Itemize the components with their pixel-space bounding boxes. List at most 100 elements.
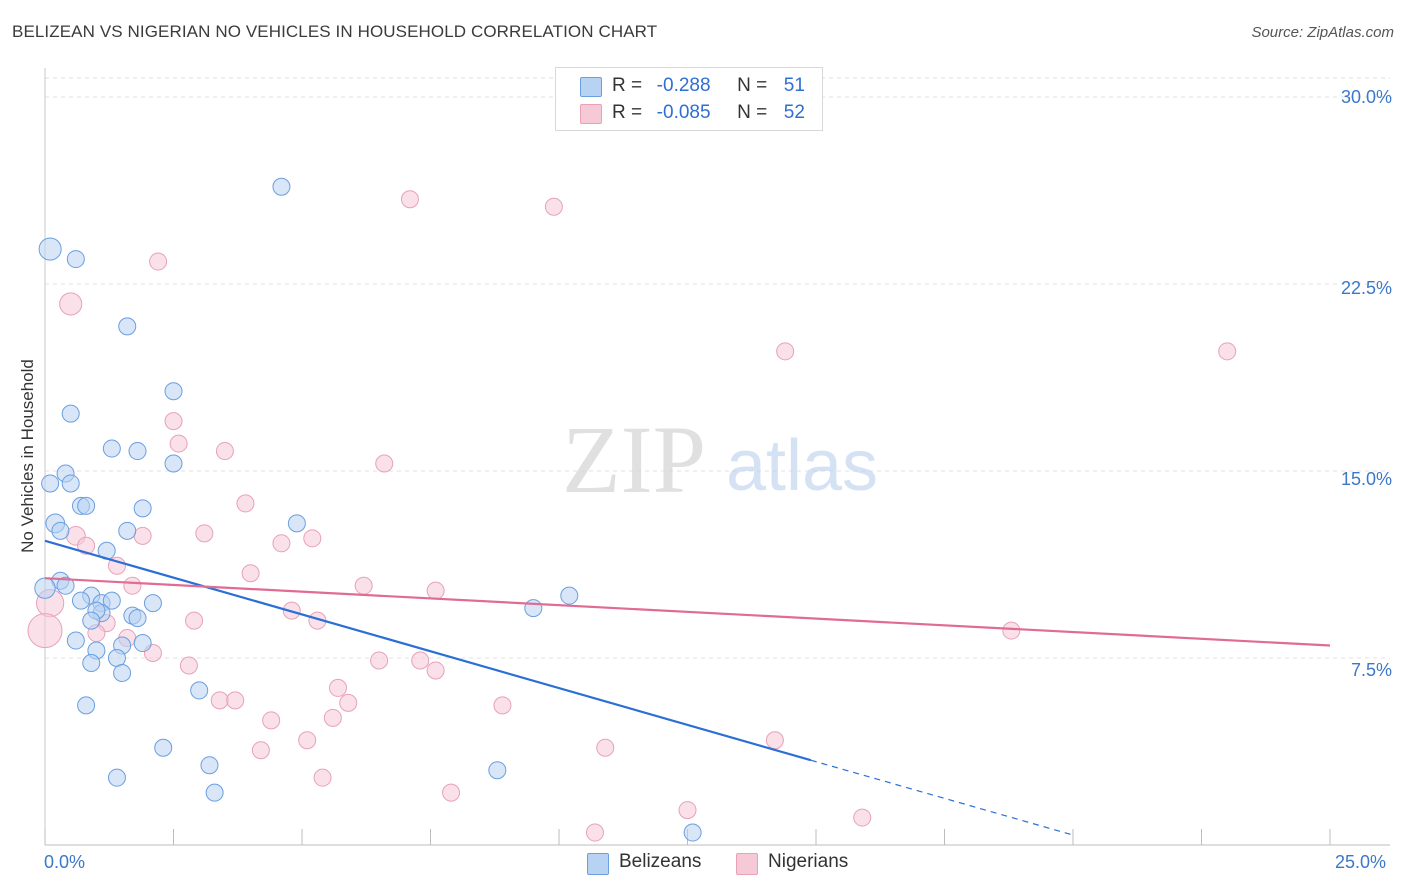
y-tick-label: 30.0% [1340,87,1392,107]
belizeans-point [154,738,173,757]
belizeans-point [164,454,183,473]
y-tick-label: 15.0% [1340,469,1392,489]
nigerians-point [442,783,461,802]
axes [44,68,1390,846]
nigerians-point [678,801,697,820]
n-label: N = [737,75,768,96]
nigerians-point [107,556,126,575]
belizeans-point [66,631,85,650]
nigerians-point [776,342,795,361]
nigerians-point [596,738,615,757]
belizeans-point [133,634,152,653]
belizeans-point [118,521,137,540]
x-tick-label: 25.0% [1335,852,1387,872]
nigerians-point [426,661,445,680]
nigerians-point [272,534,291,553]
belizeans-point [272,177,291,196]
nigerians-point [375,454,394,473]
nigerians-point [226,691,245,710]
nigerians-points [27,190,1237,842]
nigerians-point [339,693,358,712]
belizeans-point [56,576,75,595]
nigerians-point [123,576,142,595]
nigerians-point [59,292,83,316]
belizeans-point [107,649,126,667]
belizeans-point [133,499,152,518]
nigerians-point [169,434,188,453]
nigerians-point [585,823,604,842]
nigerians-point [544,197,563,216]
n-label: N = [737,102,768,123]
nigerians-point [426,581,445,600]
nigerians-swatch [736,853,758,875]
trend-lines [44,539,1331,836]
nigerians-point [298,731,317,750]
belizeans-point [51,521,70,540]
belizeans-point [107,768,126,787]
belizeans-point [82,611,101,630]
belizeans-point [205,783,224,802]
belizeans-point [102,439,121,458]
nigerians-point [1002,621,1021,640]
nigerians-point [323,708,342,727]
belizeans-trend-extension [810,759,1074,836]
nigerians-point [765,731,784,750]
watermark-atlas: atlas [726,426,878,506]
nigerians-point [313,768,332,787]
r-value: -0.288 [656,75,711,96]
nigerians-trend-line [44,577,1331,647]
belizeans-point [41,474,60,493]
nigerians-point [149,252,168,271]
nigerians-point [27,613,63,649]
nigerians-point [195,524,214,543]
belizeans-point [190,681,209,700]
nigerians-point [262,711,281,730]
belizeans-swatch [587,853,609,875]
nigerians-point [185,611,204,630]
belizeans-point [113,663,132,682]
r-label: R = [612,75,643,96]
nigerians-point [400,190,419,209]
nigerians-point [493,696,512,715]
legend-label: Belizeans [619,851,702,872]
belizeans-point [77,496,96,515]
legend-label: Nigerians [768,851,849,872]
belizeans-swatch [580,77,602,97]
belizeans-trend-line [44,539,812,762]
nigerians-point [411,651,430,670]
watermark-zip: ZIP [562,406,706,513]
nigerians-swatch [580,104,602,124]
nigerians-point [164,412,183,431]
nigerians-point [251,741,270,760]
belizeans-point [128,609,147,628]
nigerians-point [215,442,234,461]
r-label: R = [612,102,643,123]
x-tick-label: 0.0% [44,852,86,872]
belizeans-point [560,586,579,605]
n-value: 52 [783,102,805,123]
nigerians-point [210,691,229,710]
belizeans-point [143,594,162,613]
belizeans-point [82,653,101,672]
belizeans-point [102,591,121,610]
belizeans-point [683,823,702,842]
nigerians-point [241,564,260,583]
belizeans-point [61,474,80,493]
nigerians-point [1218,342,1237,361]
y-tick-label: 7.5% [1350,660,1392,680]
belizeans-point [61,404,80,423]
belizeans-point [164,382,183,401]
belizeans-point [34,577,56,599]
chart-title: BELIZEAN VS NIGERIAN NO VEHICLES IN HOUS… [12,22,658,41]
nigerians-point [77,536,96,555]
belizeans-point [488,761,507,780]
nigerians-point [179,656,198,675]
nigerians-point [236,494,255,513]
belizeans-point [128,442,147,461]
belizeans-point [524,599,543,618]
y-tick-label: 22.5% [1340,278,1392,298]
belizeans-point [71,591,90,610]
nigerians-point [328,678,347,697]
belizeans-point [66,250,85,269]
